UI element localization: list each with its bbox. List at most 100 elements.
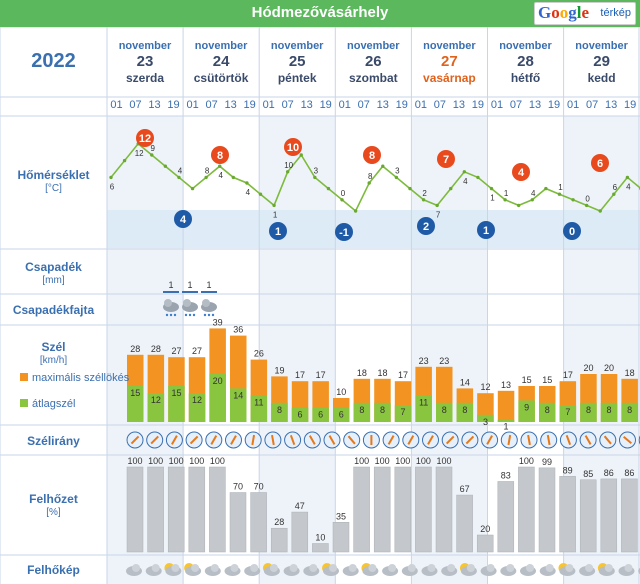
precip-type-label: Csapadékfajta: [12, 303, 95, 317]
hour-label: 01: [262, 99, 275, 111]
wind-direction-icon: [225, 431, 242, 449]
wind-direction-icon: [303, 431, 321, 449]
temperature-point: [313, 175, 317, 180]
temperature-value: 12: [135, 149, 144, 158]
cloud-image-icon: [579, 564, 596, 576]
terkep-label: térkép: [600, 7, 631, 19]
temperature-point: [272, 203, 276, 208]
temperature-value: 1: [558, 183, 563, 192]
temperature-value: 3: [314, 166, 319, 175]
temperature-point: [353, 209, 358, 213]
temperature-value: 3: [395, 166, 400, 175]
cloud-cover-value: 70: [233, 482, 243, 492]
cloud-image-icon: [342, 564, 359, 576]
temperature-point: [516, 203, 521, 208]
hour-label: 19: [623, 99, 637, 111]
temperature-point: [109, 175, 113, 180]
temperature-value: 1: [273, 210, 278, 219]
cloud-image-icon: [421, 564, 438, 576]
wind-gust-value: 28: [130, 344, 140, 354]
hour-label: 19: [395, 99, 408, 111]
wind-direction-icon: [540, 431, 558, 449]
temperature-point: [150, 153, 154, 157]
day-month: november: [575, 40, 628, 52]
day-header: november 23 szerda: [107, 40, 183, 85]
day-header: november 29 kedd: [564, 40, 640, 85]
wind-avg-bar: [497, 419, 515, 422]
wind-avg-bar: [147, 393, 165, 422]
cloud-cover-bar: [250, 492, 267, 553]
day-number: 24: [212, 53, 230, 70]
wind-avg-value: 8: [462, 405, 467, 415]
hour-label: 07: [433, 99, 447, 111]
temperature-value: 6: [110, 182, 115, 191]
hour-label: 13: [148, 99, 161, 111]
cloud-cover-value: 28: [274, 517, 284, 527]
wind-avg-value: 14: [233, 390, 243, 400]
temperature-point: [340, 198, 344, 202]
temperature-line: [110, 142, 640, 213]
wind-avg-value: 8: [359, 405, 364, 415]
wind-avg-value: 8: [545, 405, 550, 415]
cloud-image-icon: [244, 564, 261, 576]
hour-label: 13: [528, 99, 542, 111]
wind-gust-value: 26: [254, 349, 264, 359]
wind-direction-icon: [343, 431, 361, 449]
wind-gust-value: 39: [213, 317, 223, 327]
temperature-label: Hőmérséklet [°C]: [17, 168, 90, 194]
hour-label: 07: [129, 99, 142, 111]
cloud-cover-bar: [188, 466, 206, 553]
wind-direction-icon: [559, 431, 577, 449]
wind-avg-bar: [374, 402, 391, 422]
hour-label: 01: [110, 99, 123, 111]
hour-label: 07: [205, 99, 218, 111]
temperature-value: 8: [205, 166, 210, 175]
wind-avg-bar: [394, 405, 412, 422]
wind-avg-bar: [456, 402, 474, 422]
temperature-value: 0: [585, 194, 590, 203]
cloud-cover-value: 35: [336, 511, 346, 521]
wind-avg-bar: [291, 407, 309, 422]
wind-avg-value: 7: [565, 407, 570, 417]
temperature-point: [503, 198, 507, 202]
cloud-cover-bar: [209, 466, 226, 553]
day-header: november 27 vasárnap: [411, 40, 487, 85]
wind-gust-value: 17: [295, 370, 305, 380]
cloud-cover-bar: [394, 466, 412, 553]
wind-avg-bar: [580, 402, 597, 422]
cloud-cover-value: 20: [480, 524, 490, 534]
day-number: 29: [593, 53, 610, 70]
temperature-point: [544, 186, 548, 191]
wind-direction-icon: [441, 431, 459, 449]
cloud-cover-value: 100: [189, 456, 204, 466]
cloud-cover-value: 10: [315, 533, 325, 543]
hour-label: 07: [585, 99, 599, 111]
wind-avg-bar: [518, 400, 535, 422]
temperature-value: 7: [436, 210, 441, 219]
temperature-point: [557, 192, 562, 196]
daily-min-value: -1: [339, 227, 349, 239]
wind-avg-value: 8: [607, 405, 612, 415]
daily-max-badge: [136, 129, 154, 147]
temperature-point: [598, 209, 602, 213]
day-header: november 25 péntek: [259, 40, 335, 85]
temperature-point: [326, 186, 331, 191]
temperature-point: [245, 181, 249, 185]
wind-gust-value: 19: [274, 365, 284, 375]
day-month: november: [118, 40, 172, 52]
temperature-point: [530, 198, 534, 202]
wind-direction-icon: [619, 431, 636, 449]
temperature-value: 0: [341, 189, 346, 198]
cloud-cover-bar: [353, 466, 370, 553]
temperature-point: [285, 170, 290, 174]
wind-direction-label: Szélirány: [27, 434, 80, 448]
wind-gust-value: 20: [604, 363, 614, 373]
cloud-image-icon: [401, 564, 418, 576]
day-weekday: hétfő: [510, 71, 541, 85]
wind-avg-value: 15: [130, 388, 140, 398]
wind-avg-bar: [230, 388, 247, 422]
google-maps-link[interactable]: Google térkép: [534, 2, 636, 25]
daily-max-value: 12: [139, 133, 151, 145]
day-number: 28: [517, 53, 534, 70]
